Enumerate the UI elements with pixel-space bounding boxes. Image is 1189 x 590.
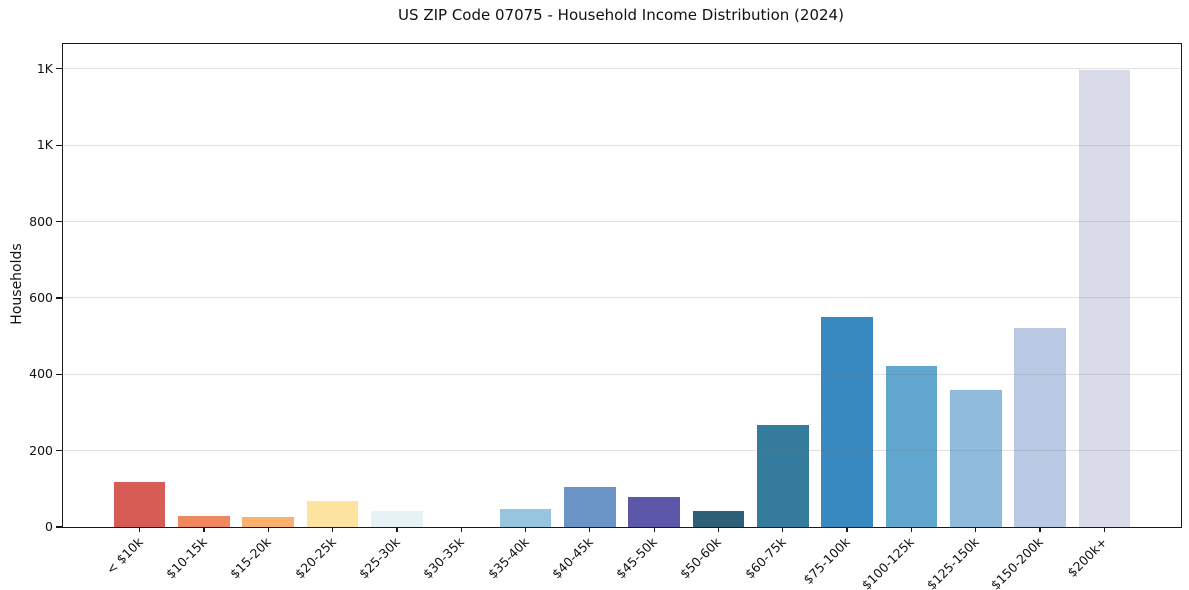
- y-tick: [56, 449, 62, 452]
- x-tick: [267, 527, 269, 532]
- y-tick: [56, 220, 62, 223]
- y-tick: [56, 68, 62, 70]
- x-tick: [138, 527, 141, 532]
- y-tick-label: 200: [29, 442, 53, 458]
- y-tick-label: 800: [29, 213, 53, 229]
- bar: [885, 365, 938, 527]
- bar: [628, 497, 680, 527]
- y-axis-label: Households: [9, 243, 25, 325]
- bar: [692, 510, 745, 527]
- bar: [821, 317, 873, 527]
- y-tick: [56, 297, 62, 299]
- x-tick: [396, 527, 398, 532]
- y-tick-label: 0: [45, 519, 53, 534]
- x-tick: [589, 527, 591, 532]
- x-tick: [524, 527, 527, 532]
- x-tick: [846, 527, 848, 532]
- bar: [1014, 328, 1066, 527]
- gridline: [63, 297, 1181, 299]
- x-tick: [460, 527, 462, 532]
- y-tick-label: 1K: [36, 60, 53, 76]
- bar: [950, 389, 1002, 527]
- y-tick-label: 1K: [36, 137, 53, 153]
- x-tick: [331, 527, 334, 532]
- x-tick: [1039, 527, 1041, 532]
- x-tick: [910, 527, 913, 532]
- x-tick-label: < $10k: [102, 534, 146, 578]
- bar: [1078, 69, 1131, 527]
- x-tick: [782, 527, 784, 532]
- gridline: [63, 450, 1181, 452]
- bar: [499, 509, 552, 527]
- chart-title: US ZIP Code 07075 - Household Income Dis…: [398, 6, 844, 24]
- bar: [757, 424, 809, 527]
- gridline: [63, 373, 1181, 375]
- bar: [564, 487, 616, 527]
- plot-area: < $10k $10-15k $15-20k $20-25k $25-30k $30-35…: [29, 43, 1182, 590]
- y-tick-label: 600: [29, 289, 53, 305]
- bar: [113, 481, 166, 527]
- y-tick: [56, 526, 62, 528]
- gridline: [63, 68, 1181, 70]
- bar: [242, 516, 294, 527]
- bar: [371, 510, 423, 527]
- bar: [178, 515, 230, 527]
- y-tick: [56, 373, 62, 375]
- gridline: [63, 144, 1181, 146]
- x-tick: [975, 527, 977, 532]
- bar: [306, 500, 359, 527]
- x-tick: [203, 527, 205, 532]
- y-tick-label: 400: [29, 366, 53, 382]
- x-tick: [653, 527, 655, 532]
- x-tick: [717, 527, 720, 532]
- x-tick: [1103, 527, 1106, 532]
- y-tick: [56, 144, 62, 146]
- gridline: [63, 221, 1181, 223]
